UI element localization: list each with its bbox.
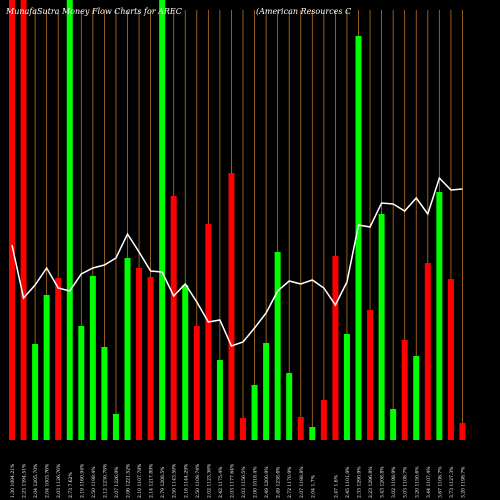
bar	[43, 295, 50, 440]
bar	[355, 36, 362, 440]
x-tick-label: 2.00 1018.4%	[253, 466, 259, 498]
bar	[263, 343, 270, 440]
bar	[20, 0, 27, 440]
x-tick-label: 2.07 1198.8%	[299, 466, 305, 498]
x-tick-label: 2.03 1126.76%	[56, 463, 62, 498]
money-flow-line	[11, 176, 463, 347]
bar	[101, 347, 108, 440]
x-tick-label: 2.07 1226.9%	[114, 466, 120, 498]
bar	[309, 427, 316, 440]
x-tick-label: 3.02 1198.9%	[391, 466, 397, 498]
bar	[55, 278, 62, 440]
x-tick-label: 2.06 1221.52%	[126, 463, 132, 498]
bar	[159, 0, 166, 440]
x-tick-label: 2.73 7.62%	[68, 472, 74, 498]
bar	[459, 423, 466, 440]
bar	[112, 414, 119, 440]
bar	[332, 256, 339, 440]
x-tick-label: 2.02 1123.36%	[206, 463, 212, 498]
x-tick-label: 2.04 1003.76%	[45, 463, 51, 498]
bar	[147, 277, 154, 440]
x-tick-label: 2.33 1290.9%	[357, 466, 363, 498]
x-tick-label: 2.50 1109.74%	[195, 463, 201, 498]
bar	[89, 276, 96, 440]
x-tick-label: 2.50 1198.4%	[91, 466, 97, 498]
x-tick-label: 2.16 1144.29%	[183, 463, 189, 498]
chart-subtitle: (American Resources C	[256, 7, 351, 16]
x-tick-label: 2.72 1170.9%	[287, 466, 293, 498]
x-tick-label: 2.03 1156.5%	[241, 466, 247, 498]
bar	[182, 285, 189, 440]
bar	[216, 360, 223, 440]
bar	[251, 385, 258, 440]
bar	[413, 356, 420, 440]
bar	[9, 0, 15, 440]
bar	[205, 224, 212, 440]
bar	[78, 326, 85, 440]
bar	[378, 214, 385, 440]
x-tick-label: 2.45 1101.9%	[345, 466, 351, 498]
x-tick-label: 2.23 1394.51%	[22, 463, 28, 498]
x-tick-label: 3.20 1150.6%	[414, 466, 420, 498]
x-tick-label: 2.03 1177.64%	[229, 463, 235, 498]
x-tick-label: 2.50 1143.59%	[172, 463, 178, 498]
x-tick-label: 2.49 1200.9%	[264, 466, 270, 498]
x-tick-label: 2.79 1208.5%	[160, 466, 166, 498]
x-tick-label: 2.10 1107.78%	[137, 463, 143, 498]
bar	[343, 334, 350, 440]
bar	[401, 340, 408, 440]
bar	[436, 192, 443, 440]
bar	[367, 310, 374, 440]
bar	[136, 268, 143, 440]
x-tick-label: 2.14 1217.89%	[149, 463, 155, 498]
x-tick-label: 1.30 1094.21%	[10, 463, 16, 498]
bar	[66, 0, 73, 440]
bar	[390, 409, 397, 440]
bar	[447, 279, 454, 440]
plot	[9, 0, 466, 440]
bar	[320, 400, 327, 440]
bar	[193, 326, 200, 440]
x-tick-label: 2.19 1160.94%	[79, 463, 85, 498]
bar	[240, 418, 246, 440]
x-tick-label: 3.67 1106.7%	[437, 466, 443, 498]
x-tick-label: 3.44 1107.4%	[426, 466, 432, 498]
x-tick-label: 2.04 1.7%	[310, 474, 316, 498]
chart-title: MunafaSutra Money Flow Charts for AREC	[5, 7, 182, 16]
x-tick-label: 2.23 1296.8%	[368, 466, 374, 498]
x-tick-label: 3.43 1208.8%	[380, 466, 386, 498]
bar	[286, 373, 293, 440]
bar	[274, 252, 281, 440]
x-tick-label: 3.20 1198.7%	[460, 466, 466, 498]
bar	[424, 263, 431, 440]
x-tick-label: 2.42 1175.4%	[218, 466, 224, 498]
bar	[32, 344, 39, 440]
x-tick-label: 3.73 1127.3%	[449, 466, 455, 498]
x-tick-label: 3.03 1108.7%	[403, 466, 409, 498]
x-tick-label: 2.04 1205.70%	[33, 463, 39, 498]
x-tick-label: 2.49 1238.6%	[276, 466, 282, 498]
bar	[124, 258, 131, 440]
bar	[228, 173, 235, 440]
x-tick-label: 2.47 1.6%	[333, 474, 339, 498]
bar	[170, 196, 177, 440]
bar	[297, 417, 304, 440]
x-tick-label: 2.12 1230.78%	[102, 463, 108, 498]
